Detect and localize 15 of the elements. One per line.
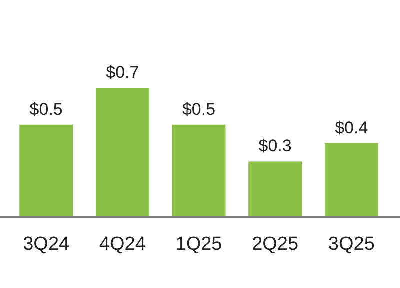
bar — [20, 124, 74, 217]
bar — [248, 162, 302, 217]
bar — [172, 124, 226, 217]
x-tick-label: 3Q25 — [328, 234, 375, 255]
data-label: $0.4 — [335, 118, 368, 138]
bar — [96, 88, 150, 217]
data-label: $0.5 — [182, 100, 216, 119]
x-tick-label: 4Q24 — [99, 234, 146, 255]
bar — [324, 143, 378, 217]
data-label: $0.3 — [258, 136, 292, 156]
x-tick-label: 2Q25 — [252, 234, 299, 255]
data-label: $0.5 — [30, 100, 63, 119]
x-tick-label: 1Q25 — [176, 234, 222, 255]
data-label: $0.7 — [106, 63, 140, 82]
x-tick-label: 3Q24 — [23, 234, 70, 255]
